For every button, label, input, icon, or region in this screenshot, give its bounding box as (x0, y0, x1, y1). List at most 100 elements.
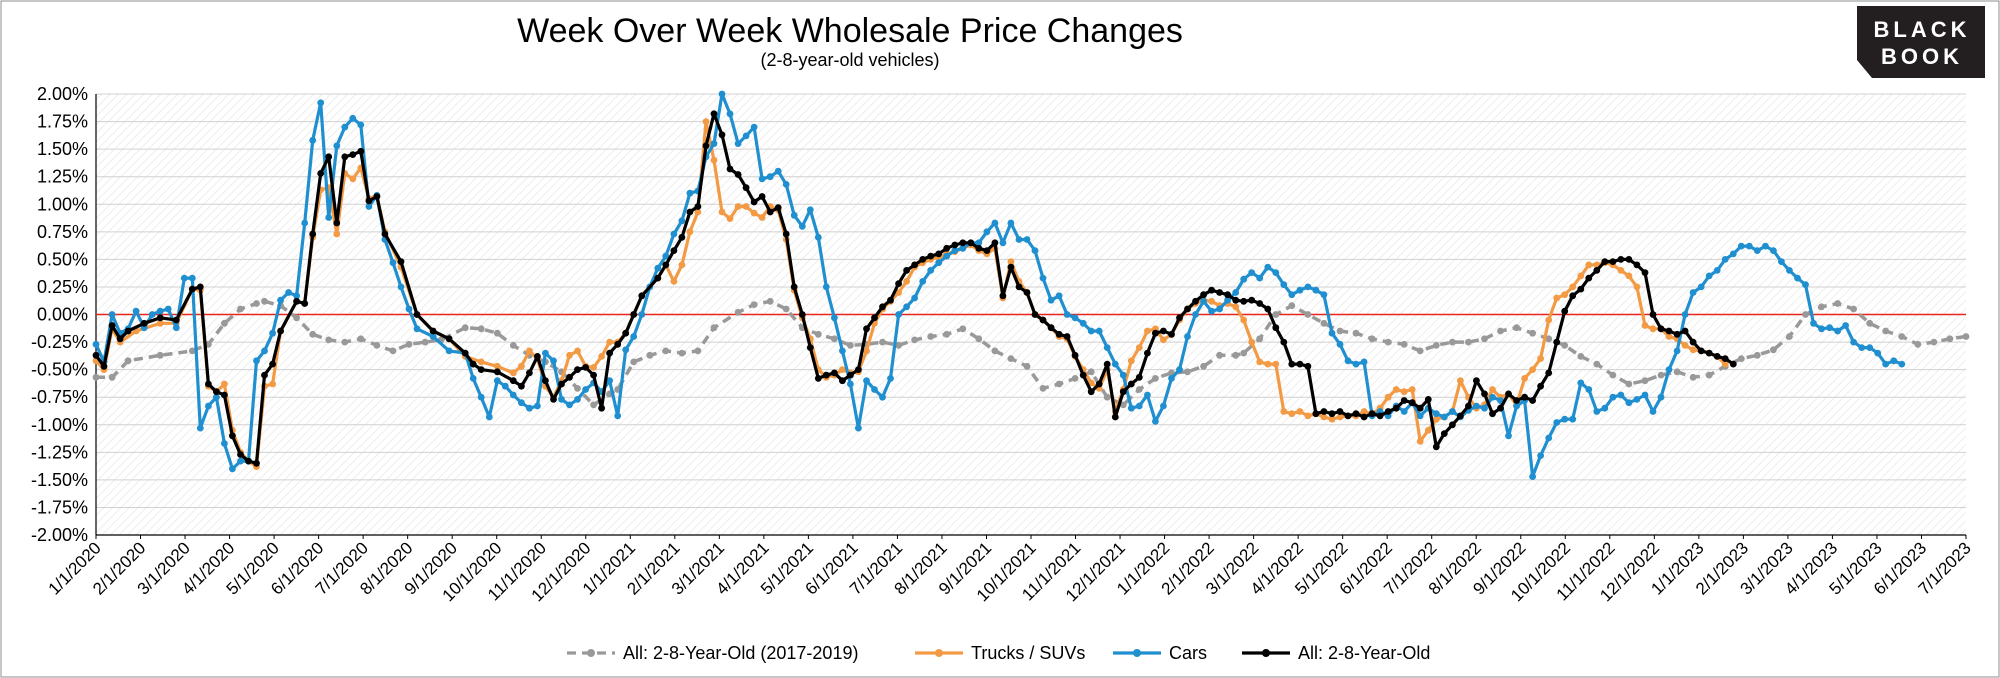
data-point (1176, 314, 1183, 322)
data-point (1280, 338, 1288, 346)
data-point (1256, 358, 1264, 366)
data-point (654, 274, 662, 282)
data-point (1392, 404, 1400, 412)
legend-swatch-marker (587, 649, 595, 657)
data-point (518, 362, 525, 370)
y-tick-label: -0.25% (31, 332, 88, 352)
data-point (1224, 296, 1231, 304)
data-point (1200, 362, 1207, 370)
data-point (1288, 302, 1296, 310)
series-all-2-8-year-old (92, 110, 1737, 467)
data-point (526, 369, 533, 377)
data-point (1930, 338, 1938, 346)
data-point (630, 358, 638, 366)
y-tick-label: -1.75% (31, 497, 88, 517)
data-point (614, 340, 622, 348)
data-point (1007, 263, 1015, 271)
data-point (1834, 300, 1841, 307)
data-point (678, 261, 686, 269)
data-point (622, 346, 630, 354)
data-point (1216, 351, 1223, 359)
data-point (630, 311, 638, 318)
data-point (798, 222, 806, 230)
data-point (1457, 412, 1464, 420)
data-point (1713, 267, 1721, 274)
legend-swatch-marker (1133, 649, 1141, 657)
data-point (1826, 324, 1833, 332)
data-point (991, 347, 999, 355)
data-point (253, 459, 260, 467)
data-point (911, 294, 918, 302)
data-point (1272, 311, 1280, 318)
data-point (509, 377, 517, 385)
data-point (726, 215, 734, 223)
data-point (1352, 360, 1360, 368)
data-point (1103, 393, 1111, 401)
data-point (1489, 386, 1496, 393)
data-point (1160, 327, 1167, 335)
logo-text-line-2: BOOK (1881, 44, 1963, 69)
data-point (542, 349, 549, 357)
data-point (1344, 412, 1352, 420)
data-point (943, 252, 951, 260)
data-point (975, 244, 983, 252)
data-point (1529, 473, 1536, 480)
data-point (1272, 324, 1280, 332)
data-point (710, 110, 718, 118)
data-point (662, 252, 670, 260)
data-point (1681, 342, 1689, 349)
data-point (1152, 418, 1159, 425)
data-point (1585, 261, 1593, 269)
data-point (1601, 404, 1609, 412)
data-point (558, 380, 565, 388)
data-point (237, 451, 244, 458)
data-point (1192, 297, 1199, 305)
data-point (1834, 327, 1841, 335)
data-point (116, 335, 124, 343)
data-point (1119, 371, 1127, 379)
data-point (1144, 391, 1151, 399)
data-point (1031, 311, 1039, 318)
data-point (1641, 377, 1649, 385)
data-point (1304, 311, 1312, 318)
data-point (1352, 329, 1360, 337)
data-point (750, 301, 758, 308)
legend-label: All: 2-8-Year-Old (1298, 643, 1430, 663)
data-point (1689, 289, 1697, 296)
data-point (1352, 410, 1360, 418)
data-point (526, 347, 533, 355)
data-point (1312, 410, 1320, 418)
data-point (1119, 388, 1127, 396)
data-point (774, 204, 782, 212)
data-point (1360, 408, 1368, 415)
data-point (855, 424, 862, 432)
data-point (357, 335, 365, 343)
data-point (1657, 393, 1665, 401)
data-point (349, 151, 357, 159)
data-point (1561, 415, 1569, 423)
data-point (1890, 357, 1898, 365)
data-point (1039, 316, 1047, 324)
data-point (1449, 338, 1456, 346)
data-point (156, 307, 164, 315)
data-point (1473, 402, 1480, 410)
data-point (662, 261, 670, 269)
data-point (1208, 286, 1215, 294)
data-point (782, 181, 790, 188)
data-point (959, 239, 967, 247)
data-point (1625, 272, 1633, 280)
data-point (261, 297, 268, 305)
data-point (1505, 390, 1512, 398)
data-point (1063, 311, 1071, 318)
data-point (1055, 380, 1063, 388)
data-point (389, 347, 397, 355)
data-point (1529, 329, 1536, 337)
data-point (742, 184, 750, 192)
data-point (814, 233, 822, 241)
data-point (871, 314, 878, 322)
data-point (1577, 272, 1585, 280)
data-point (895, 342, 902, 349)
data-point (782, 305, 790, 313)
data-point (1063, 333, 1071, 340)
data-point (1762, 242, 1769, 250)
